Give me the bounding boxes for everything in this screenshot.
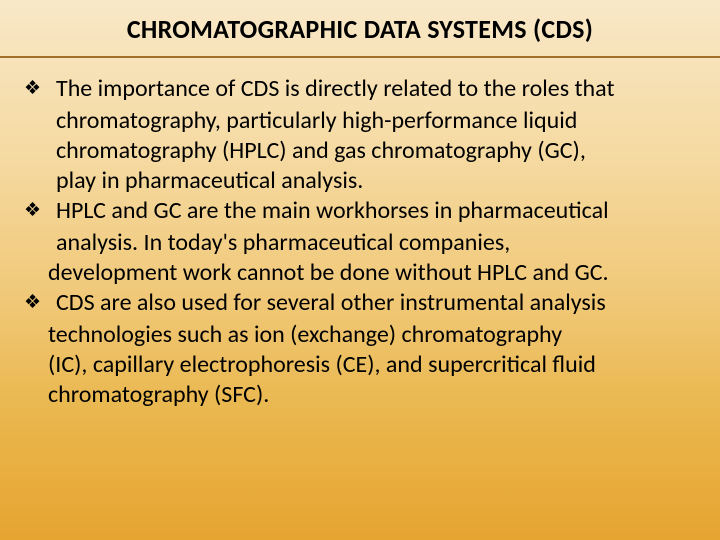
bullet-text: play in pharmaceutical analysis. (56, 166, 363, 195)
bullet-text: chromatography, particularly high-perfor… (56, 106, 577, 135)
bullet-text: technologies such as ion (exchange) chro… (48, 320, 562, 349)
bullet-continuation: technologies such as ion (exchange) chro… (24, 320, 696, 350)
bullet-item: ❖ HPLC and GC are the main workhorses in… (24, 196, 696, 226)
bullet-text: analysis. In today's pharmaceutical comp… (56, 228, 510, 257)
bullet-continuation: (IC), capillary electrophoresis (CE), an… (24, 350, 696, 380)
diamond-bullet-icon: ❖ (24, 196, 56, 226)
bullet-text: chromatography (HPLC) and gas chromatogr… (56, 136, 586, 165)
bullet-text: CDS are also used for several other inst… (56, 288, 696, 318)
bullet-item: ❖ The importance of CDS is directly rela… (24, 74, 696, 104)
slide-title: CHROMATOGRAPHIC DATA SYSTEMS (CDS) (127, 13, 593, 45)
bullet-continuation: chromatography, particularly high-perfor… (24, 106, 696, 136)
bullet-text: chromatography (SFC). (48, 380, 269, 409)
bullet-continuation: development work cannot be done without … (24, 258, 696, 288)
bullet-item: ❖ CDS are also used for several other in… (24, 288, 696, 318)
bullet-continuation: chromatography (SFC). (24, 380, 696, 410)
bullet-continuation: chromatography (HPLC) and gas chromatogr… (24, 136, 696, 166)
bullet-text: (IC), capillary electrophoresis (CE), an… (48, 350, 596, 379)
bullet-text: development work cannot be done without … (48, 258, 609, 287)
bullet-continuation: analysis. In today's pharmaceutical comp… (24, 228, 696, 258)
slide: CHROMATOGRAPHIC DATA SYSTEMS (CDS) ❖ The… (0, 0, 720, 540)
bullet-text: The importance of CDS is directly relate… (56, 74, 696, 104)
diamond-bullet-icon: ❖ (24, 288, 56, 318)
bullet-continuation: play in pharmaceutical analysis. (24, 166, 696, 196)
slide-content: ❖ The importance of CDS is directly rela… (0, 58, 720, 430)
bullet-text: HPLC and GC are the main workhorses in p… (56, 196, 696, 226)
title-bar: CHROMATOGRAPHIC DATA SYSTEMS (CDS) (0, 0, 720, 58)
diamond-bullet-icon: ❖ (24, 74, 56, 104)
